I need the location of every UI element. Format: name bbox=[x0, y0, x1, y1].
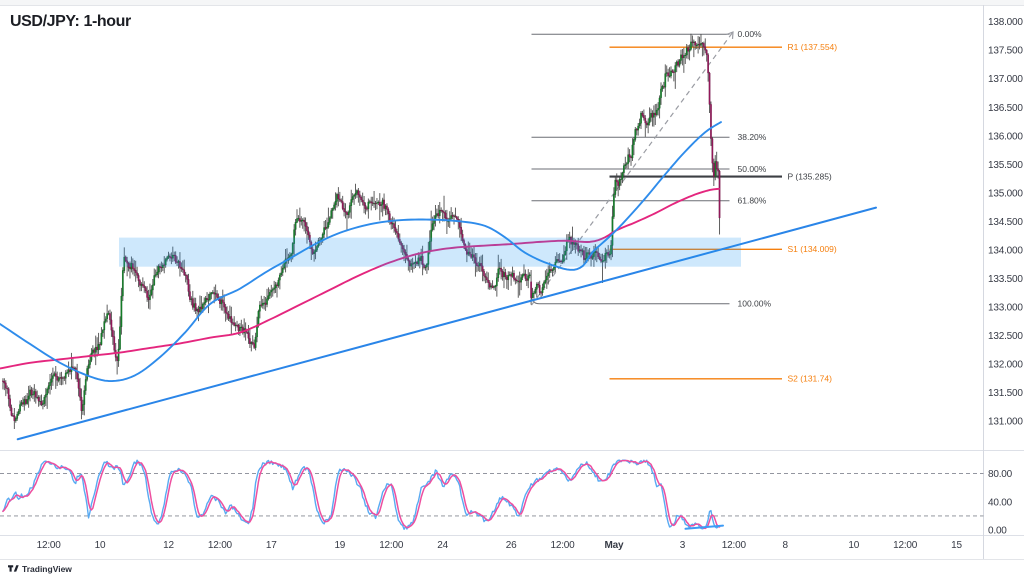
main-pane: 0.00%38.20%50.00%61.80%100.00%R1 (137.55… bbox=[0, 29, 877, 441]
time-axis-label: 17 bbox=[266, 540, 277, 551]
time-axis-label: 24 bbox=[437, 540, 448, 551]
pivot-levels: R1 (137.554) P (135.285) S1 (134.009) S2 (1… bbox=[609, 42, 838, 384]
pivot-label: S2 (131.74) bbox=[788, 374, 833, 384]
candles-down-bodies bbox=[2, 41, 721, 422]
time-axis-label: 12:00 bbox=[550, 540, 575, 551]
stoch-axis-label: 40.00 bbox=[988, 497, 1013, 508]
chart-title: USD/JPY: 1-hour bbox=[10, 13, 131, 30]
price-axis-label: 133.500 bbox=[988, 274, 1023, 285]
price-axis-label: 131.000 bbox=[988, 416, 1023, 427]
price-axis-label: 134.000 bbox=[988, 245, 1023, 256]
time-axis: 12:00 10 12 12:00 17 19 12:00 24 26 12:00 May 3 12:0… bbox=[37, 540, 963, 551]
fib-level-label: 38.20% bbox=[738, 132, 767, 142]
price-axis-label: 134.500 bbox=[988, 217, 1023, 228]
time-axis-label: 8 bbox=[783, 540, 789, 551]
pivot-label: P (135.285) bbox=[788, 171, 832, 181]
attribution[interactable]: TradingView bbox=[8, 564, 72, 574]
time-axis-label: 12:00 bbox=[37, 540, 62, 551]
price-axis-label: 137.000 bbox=[988, 74, 1023, 85]
fib-diagonal-dashed bbox=[531, 31, 734, 306]
fib-level-label: 0.00% bbox=[738, 29, 763, 39]
time-axis-label: 10 bbox=[95, 540, 106, 551]
tradingview-logo-glyph bbox=[8, 564, 19, 572]
time-axis-label: 12:00 bbox=[379, 540, 404, 551]
fib-level-label: 50.00% bbox=[738, 164, 767, 174]
time-axis-label: 3 bbox=[680, 540, 686, 551]
time-axis-label: 12:00 bbox=[722, 540, 747, 551]
attribution-text: TradingView bbox=[22, 564, 72, 574]
fibonacci-retracement: 0.00% 38.20% 50.00% 61.80% 100.00% bbox=[531, 29, 772, 309]
price-axis-label: 132.000 bbox=[988, 359, 1023, 370]
price-axis-label: 138.000 bbox=[988, 17, 1023, 28]
stoch-trendline bbox=[684, 524, 724, 530]
pivot-label: S1 (134.009) bbox=[788, 244, 837, 254]
ma-fast-blue-line bbox=[0, 121, 722, 382]
fib-level-label: 61.80% bbox=[738, 196, 767, 206]
price-axis-label: 135.500 bbox=[988, 160, 1023, 171]
time-axis-label: 12 bbox=[163, 540, 174, 551]
price-axis-label: 132.500 bbox=[988, 331, 1023, 342]
time-axis-label: 12:00 bbox=[893, 540, 918, 551]
support-trendline bbox=[16, 206, 877, 441]
stoch-axis: 80.00 40.00 0.00 bbox=[988, 469, 1013, 536]
time-axis-label: 15 bbox=[951, 540, 962, 551]
stoch-d-line bbox=[2, 459, 721, 530]
fib-level-label: 100.00% bbox=[738, 299, 772, 309]
price-axis-label: 133.000 bbox=[988, 302, 1023, 313]
price-axis-label: 131.500 bbox=[988, 388, 1023, 399]
time-axis-label: May bbox=[604, 540, 623, 551]
top-strip bbox=[0, 0, 1024, 5]
support-zone-rect bbox=[119, 237, 741, 267]
tradingview-logo-icon bbox=[8, 564, 19, 572]
time-axis-label: 26 bbox=[506, 540, 517, 551]
price-axis-label: 135.000 bbox=[988, 188, 1023, 199]
price-axis-label: 136.000 bbox=[988, 131, 1023, 142]
price-axis-label: 136.500 bbox=[988, 103, 1023, 114]
time-axis-label: 19 bbox=[334, 540, 345, 551]
price-axis: 138.000 137.500 137.000 136.500 136.000 135.5… bbox=[988, 17, 1024, 427]
ma-slow-pink-line bbox=[0, 187, 720, 370]
pivot-label: R1 (137.554) bbox=[788, 42, 838, 52]
fib-diagonal-arrowhead bbox=[726, 31, 734, 39]
time-axis-label: 10 bbox=[848, 540, 859, 551]
stoch-axis-label: 80.00 bbox=[988, 469, 1013, 480]
stoch-axis-label: 0.00 bbox=[988, 526, 1007, 537]
stoch-k-line bbox=[2, 459, 721, 531]
time-axis-label: 12:00 bbox=[208, 540, 233, 551]
price-axis-label: 137.500 bbox=[988, 46, 1023, 57]
stochastic-pane bbox=[0, 459, 984, 531]
